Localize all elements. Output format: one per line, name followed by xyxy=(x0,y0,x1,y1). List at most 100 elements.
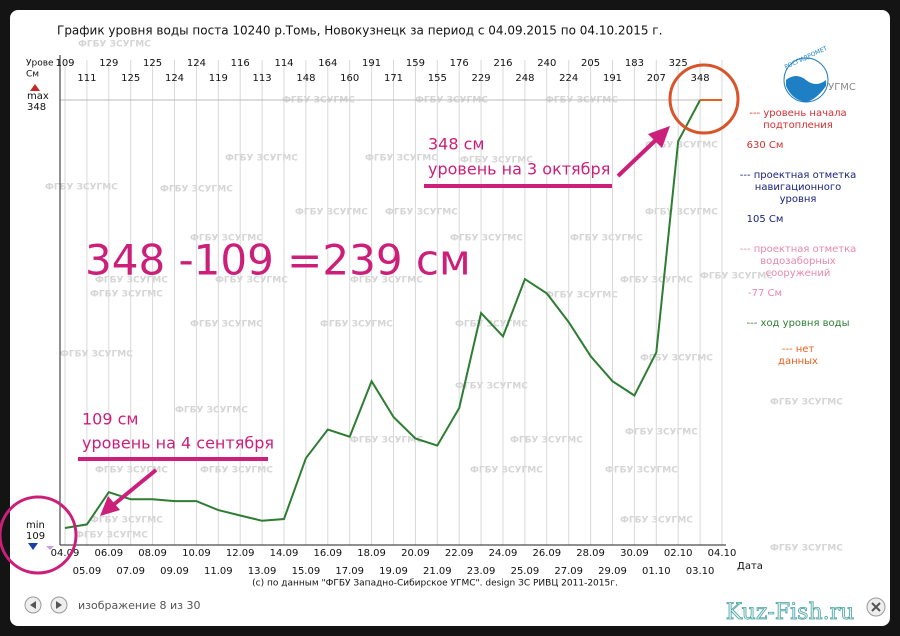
watermark: ФГБУ ЗСУГМС xyxy=(78,40,151,50)
x-tick-label: 02.10 xyxy=(664,548,693,559)
next-icon xyxy=(56,601,62,609)
value-label: 183 xyxy=(625,58,644,69)
x-tick-label: 10.09 xyxy=(182,548,211,559)
x-tick-label: 24.09 xyxy=(489,548,518,559)
x-tick-label: 14.09 xyxy=(270,548,299,559)
watermark: ФГБУ ЗСУГМС xyxy=(645,208,718,218)
viewer-panel xyxy=(10,10,890,626)
x-tick-label: 07.09 xyxy=(116,566,145,577)
value-label: 348 xyxy=(691,73,710,84)
x-label: Дата xyxy=(737,561,763,572)
x-tick-label: 04.09 xyxy=(51,548,80,559)
x-tick-label: 15.09 xyxy=(292,566,321,577)
min-marker xyxy=(28,543,38,550)
watermark: ФГБУ ЗСУГМС xyxy=(350,276,423,286)
watermark: ФГБУ ЗСУГМС xyxy=(770,544,843,554)
value-label: 164 xyxy=(318,58,337,69)
max-value: 348 xyxy=(27,102,46,113)
watermark: ФГБУ ЗСУГМС xyxy=(75,531,148,541)
credit: (c) по данным "ФГБУ Западно-Сибирское УГ… xyxy=(252,579,618,589)
x-tick-label: 13.09 xyxy=(248,566,277,577)
legend-text: уровня xyxy=(780,194,817,205)
highlight-circle xyxy=(0,495,78,575)
start-annotation: уровень на 4 сентября xyxy=(82,434,274,453)
x-tick-label: 19.09 xyxy=(379,566,408,577)
watermark: ФГБУ ЗСУГМС xyxy=(460,156,533,166)
min-marker-alt xyxy=(46,546,54,550)
y-label: См xyxy=(26,70,39,80)
watermark: ФГБУ ЗСУГМС xyxy=(175,406,248,416)
value-label: 240 xyxy=(537,58,556,69)
watermark: ФГБУ ЗСУГМС xyxy=(645,141,718,151)
value-label: 160 xyxy=(340,73,359,84)
end-annotation: уровень на 3 октября xyxy=(428,160,610,179)
watermark: ФГБУ ЗСУГМС xyxy=(95,466,168,476)
end-annotation: 348 см xyxy=(428,135,485,154)
x-tick-label: 28.09 xyxy=(576,548,605,559)
value-label: 216 xyxy=(493,58,512,69)
legend-text: водозаборных xyxy=(760,256,836,267)
x-tick-label: 22.09 xyxy=(445,548,474,559)
value-label: 224 xyxy=(559,73,578,84)
x-tick-label: 18.09 xyxy=(357,548,386,559)
difference-annotation: 348 -109 =239 см xyxy=(85,236,471,285)
value-label: 125 xyxy=(121,73,140,84)
value-label: 148 xyxy=(296,73,315,84)
legend-value: 630 См xyxy=(747,140,784,151)
site-watermark: Kuz-Fish.ru xyxy=(726,600,855,625)
image-counter: изображение 8 из 30 xyxy=(78,599,201,612)
legend-text: данных xyxy=(778,356,818,367)
water-level-line xyxy=(64,99,701,529)
x-tick-label: 01.10 xyxy=(642,566,671,577)
value-label: 124 xyxy=(165,73,184,84)
max-label: max xyxy=(27,91,49,102)
watermark: ФГБУ ЗСУГМС xyxy=(700,272,773,282)
legend-text: --- ход уровня воды xyxy=(747,318,850,329)
x-tick-label: 26.09 xyxy=(532,548,561,559)
highlight-circle xyxy=(668,63,740,135)
watermark: ФГБУ ЗСУГМС xyxy=(385,208,458,218)
x-tick-label: 08.09 xyxy=(138,548,167,559)
x-tick-label: 20.09 xyxy=(401,548,430,559)
watermark: ФГБУ ЗСУГМС xyxy=(455,382,528,392)
value-label: 229 xyxy=(472,73,491,84)
legend-text: --- проектная отметка xyxy=(740,244,857,255)
watermark: ФГБУ ЗСУГМС xyxy=(95,276,168,286)
start-annotation: 109 см xyxy=(82,410,139,429)
legend-text: --- уровень начала xyxy=(749,108,846,119)
x-tick-label: 27.09 xyxy=(554,566,583,577)
watermark: ФГБУ ЗСУГМС xyxy=(90,516,163,526)
x-tick-label: 16.09 xyxy=(313,548,342,559)
watermark: ФГБУ ЗСУГМС xyxy=(350,436,423,446)
legend-text: подтопления xyxy=(763,120,833,131)
legend-text: --- проектная отметка xyxy=(740,170,857,181)
x-tick-label: 17.09 xyxy=(335,566,364,577)
value-label: 124 xyxy=(187,58,206,69)
x-tick-label: 21.09 xyxy=(423,566,452,577)
watermark: ФГБУ ЗСУГМС xyxy=(190,234,263,244)
legend-value: 105 См xyxy=(747,214,784,225)
value-label: 248 xyxy=(515,73,534,84)
x-tick-label: 03.10 xyxy=(686,566,715,577)
x-tick-label: 23.09 xyxy=(467,566,496,577)
arrowhead xyxy=(100,496,120,516)
legend-text: сооружений xyxy=(766,268,831,279)
min-label: min xyxy=(26,520,45,531)
legend-text: навигационного xyxy=(755,182,841,193)
value-label: 176 xyxy=(450,58,469,69)
min-value: 109 xyxy=(26,531,45,542)
watermark: ФГБУ ЗСУГМС xyxy=(625,428,698,438)
value-label: 114 xyxy=(274,58,293,69)
value-label: 207 xyxy=(647,73,666,84)
arrowhead xyxy=(648,126,670,148)
watermark: ФГБУ ЗСУГМС xyxy=(60,350,133,360)
watermark: ФГБУ ЗСУГМС xyxy=(640,354,713,364)
watermark: ФГБУ ЗСУГМС xyxy=(605,466,678,476)
close-icon xyxy=(871,602,881,612)
value-label: 159 xyxy=(406,58,425,69)
value-label: 113 xyxy=(253,73,272,84)
value-label: 119 xyxy=(209,73,228,84)
prev-icon xyxy=(30,601,36,609)
